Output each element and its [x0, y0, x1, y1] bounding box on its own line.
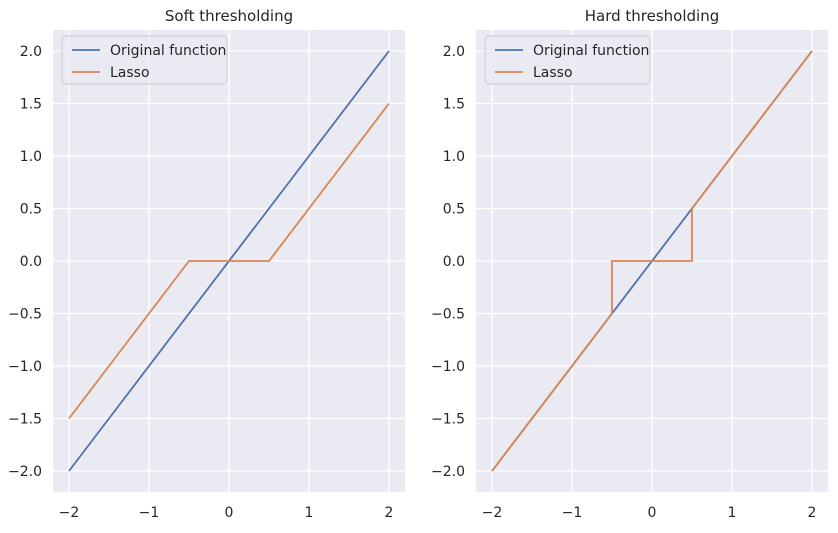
- legend: Original function Lasso: [61, 35, 228, 85]
- chart-panel-1: −2 −1 0 1 2 −2.0 −1.5 −1.0 −0.5 0.0 0.5 1.0 1.5 2.0 So…: [8, 7, 405, 521]
- y-tick-label: −1.0: [431, 359, 465, 375]
- legend-box: [61, 35, 228, 85]
- y-tick-label: −1.5: [8, 412, 42, 428]
- y-tick-label: −1.0: [8, 359, 42, 375]
- x-tick-label: 0: [225, 505, 234, 521]
- chart-panel-2: −2 −1 0 1 2 −2.0 −1.5 −1.0 −0.5 0.0 0.5 1.0 1.5 2.0 Ha…: [431, 7, 828, 521]
- x-tick-label: −2: [59, 505, 80, 521]
- y-tick-label: 1.5: [20, 97, 42, 113]
- legend-box: [484, 35, 651, 85]
- x-tick-label: −2: [482, 505, 503, 521]
- y-tick-label: 2.0: [20, 44, 42, 60]
- y-tick-label: −0.5: [8, 307, 42, 323]
- x-tick-label: 1: [728, 505, 737, 521]
- legend-label: Original function: [533, 43, 649, 59]
- y-tick-label: −0.5: [431, 307, 465, 323]
- chart-title: Soft thresholding: [165, 7, 293, 25]
- x-tick-label: 2: [808, 505, 817, 521]
- y-tick-label: 1.0: [443, 149, 465, 165]
- y-tick-label: 0.5: [443, 202, 465, 218]
- y-tick-label: −2.0: [8, 464, 42, 480]
- series-line-lasso: [68, 102, 390, 420]
- chart-title: Hard thresholding: [585, 7, 720, 25]
- legend-label: Lasso: [533, 65, 573, 81]
- y-tick-label: 0.0: [443, 254, 465, 270]
- y-tick-label: 1.5: [443, 97, 465, 113]
- y-tick-label: 0.5: [20, 202, 42, 218]
- x-tick-label: −1: [562, 505, 583, 521]
- x-tick-label: 0: [648, 505, 657, 521]
- x-tick-label: −1: [139, 505, 160, 521]
- y-tick-label: 0.0: [20, 254, 42, 270]
- x-tick-label: 1: [305, 505, 314, 521]
- y-tick-label: −1.5: [431, 412, 465, 428]
- legend-label: Original function: [110, 43, 226, 59]
- legend-label: Lasso: [110, 65, 150, 81]
- series-line-lasso: [491, 50, 813, 472]
- y-tick-label: −2.0: [431, 464, 465, 480]
- legend: Original function Lasso: [484, 35, 651, 85]
- y-tick-label: 2.0: [443, 44, 465, 60]
- x-tick-label: 2: [385, 505, 394, 521]
- y-tick-label: 1.0: [20, 149, 42, 165]
